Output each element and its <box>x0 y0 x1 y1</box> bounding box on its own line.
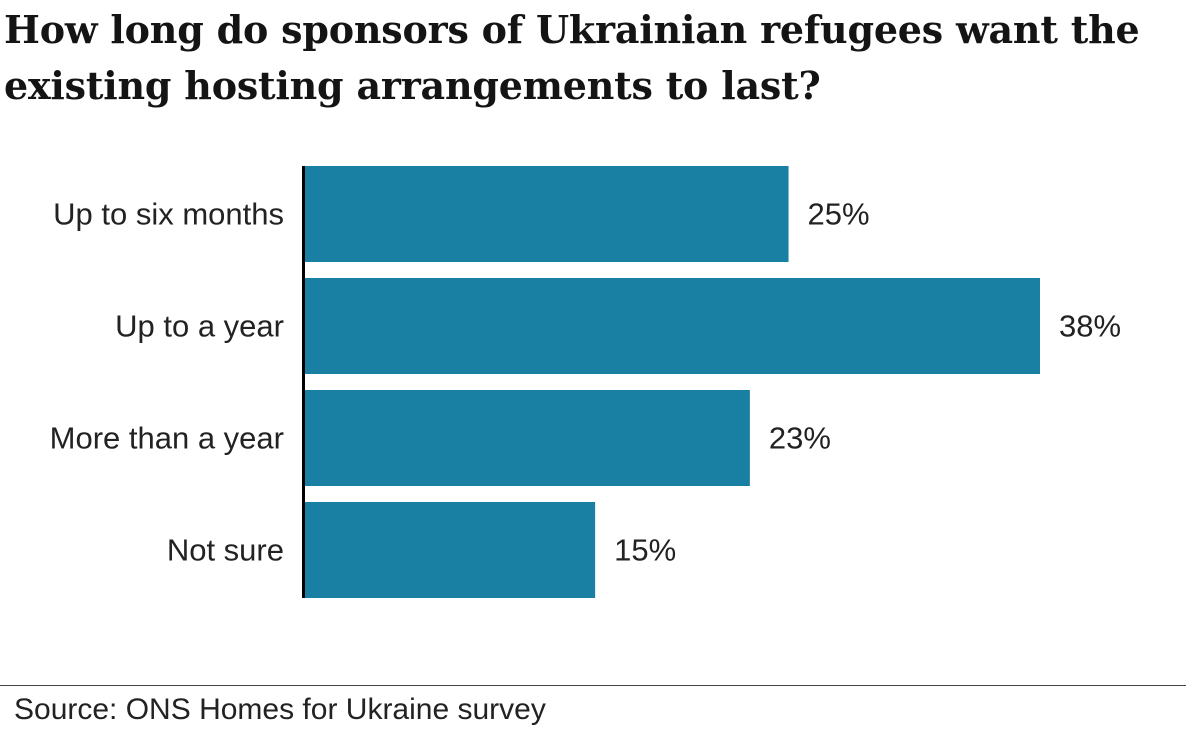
category-label-3: Not sure <box>167 533 284 568</box>
bar-chart: Up to six months 25% Up to a year 38% More t… <box>50 166 1121 598</box>
value-label-1: 38% <box>1059 309 1121 344</box>
value-label-3: 15% <box>614 533 676 568</box>
bar-0 <box>305 166 789 262</box>
category-label-0: Up to six months <box>53 197 284 232</box>
value-label-0: 25% <box>808 197 870 232</box>
value-label-2: 23% <box>769 421 831 456</box>
category-label-1: Up to a year <box>115 309 284 344</box>
category-label-2: More than a year <box>50 421 284 456</box>
source-divider <box>0 685 1186 686</box>
bar-3 <box>305 502 596 598</box>
bar-2 <box>305 390 750 486</box>
source-note: Source: ONS Homes for Ukraine survey <box>14 693 546 726</box>
bar-1 <box>305 278 1040 374</box>
chart-title: How long do sponsors of Ukrainian refuge… <box>4 7 1140 108</box>
